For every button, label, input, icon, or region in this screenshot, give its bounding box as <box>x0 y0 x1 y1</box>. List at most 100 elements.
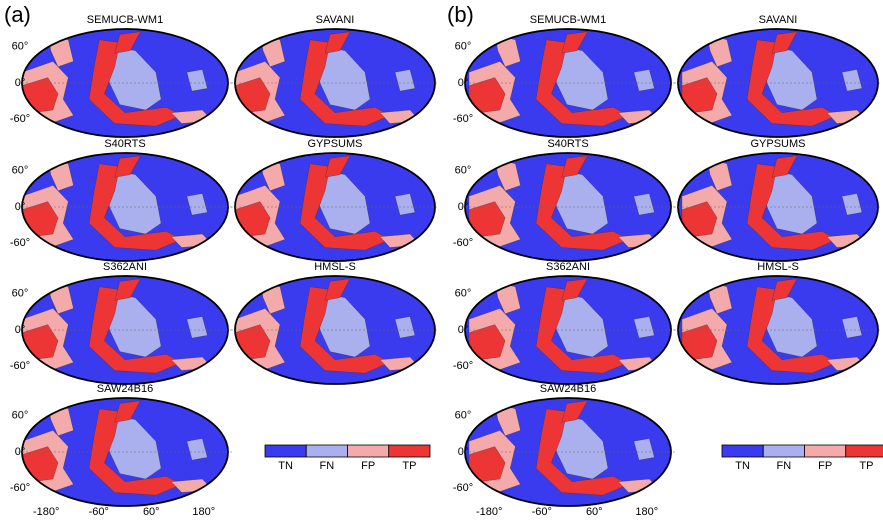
lat-label: 0° <box>458 77 469 89</box>
region <box>394 316 416 339</box>
legend-label: TN <box>735 460 750 472</box>
lat-label: 60° <box>12 41 29 53</box>
panel-label: (a) <box>4 2 31 27</box>
lon-label: -180° <box>476 506 502 518</box>
region <box>314 45 371 111</box>
region <box>299 39 391 127</box>
region <box>633 69 655 92</box>
lat-label: 0° <box>458 446 469 458</box>
legend-label: FN <box>777 460 792 472</box>
lat-label: 60° <box>455 410 472 422</box>
lon-label: -60° <box>89 506 109 518</box>
lon-label: 180° <box>635 506 658 518</box>
region <box>114 400 141 423</box>
legend-swatch <box>347 444 390 458</box>
map <box>22 29 228 137</box>
region <box>186 69 208 92</box>
map-title: SAW24B16 <box>97 383 153 395</box>
lat-label: 0° <box>15 77 26 89</box>
legend-swatch <box>721 444 764 458</box>
region <box>535 286 629 374</box>
region <box>88 286 183 374</box>
lat-label: 60° <box>455 165 472 177</box>
panel-label: (b) <box>447 2 474 27</box>
map-title: SEMUCB-WM1 <box>87 14 163 26</box>
map-title: SAVANI <box>759 14 798 26</box>
region <box>633 193 655 216</box>
legend-swatch <box>845 444 883 458</box>
region <box>551 292 609 358</box>
region <box>314 292 371 358</box>
region <box>771 31 798 54</box>
legend-label: FN <box>320 460 335 472</box>
region <box>324 155 351 178</box>
map-title: S40RTS <box>547 138 588 150</box>
lat-label: 0° <box>458 324 469 336</box>
region <box>771 155 798 178</box>
lon-label: 60° <box>143 506 160 518</box>
map-title: SAVANI <box>316 14 355 26</box>
region <box>551 169 609 235</box>
region <box>299 286 391 374</box>
region <box>104 169 162 235</box>
region <box>551 45 609 111</box>
legend-label: TN <box>278 460 293 472</box>
lat-label: 0° <box>15 446 26 458</box>
region <box>841 193 863 216</box>
map <box>22 398 228 506</box>
region <box>104 414 162 480</box>
map <box>22 153 228 261</box>
region <box>841 69 863 92</box>
map-title: S362ANI <box>103 261 147 273</box>
lat-label: 0° <box>458 201 469 213</box>
lon-label: -60° <box>532 506 552 518</box>
region <box>314 169 371 235</box>
lat-label: -60° <box>453 237 473 249</box>
region <box>535 163 629 251</box>
region <box>114 31 141 54</box>
region <box>88 408 183 496</box>
region <box>746 39 838 127</box>
region <box>535 408 629 496</box>
lat-label: -60° <box>453 482 473 494</box>
map-title: S362ANI <box>546 261 590 273</box>
lat-label: 60° <box>12 410 29 422</box>
lat-label: -60° <box>10 482 30 494</box>
map-title: SEMUCB-WM1 <box>530 14 606 26</box>
lon-label: 180° <box>192 506 215 518</box>
lat-label: -60° <box>10 237 30 249</box>
legend-label: TP <box>859 460 873 472</box>
lat-label: 0° <box>15 324 26 336</box>
map <box>465 153 671 261</box>
lon-label: -180° <box>33 506 59 518</box>
map-title: S40RTS <box>104 138 145 150</box>
legend-label: FP <box>818 460 832 472</box>
region <box>186 193 208 216</box>
region <box>633 438 655 461</box>
region <box>633 316 655 339</box>
region <box>535 39 629 127</box>
region <box>394 193 416 216</box>
lon-label: 60° <box>586 506 603 518</box>
region <box>561 278 588 301</box>
legend-swatch <box>264 444 307 458</box>
lat-label: -60° <box>453 360 473 372</box>
lat-label: -60° <box>10 360 30 372</box>
region <box>88 163 183 251</box>
lat-label: 60° <box>12 165 29 177</box>
lat-label: 0° <box>15 201 26 213</box>
legend-label: TP <box>402 460 416 472</box>
legend-label: FP <box>361 460 375 472</box>
region <box>186 316 208 339</box>
lat-label: 60° <box>12 288 29 300</box>
region <box>561 31 588 54</box>
region <box>746 286 838 374</box>
map-title: GYPSUMS <box>750 138 805 150</box>
map-title: HMSL-S <box>314 261 356 273</box>
lat-label: 60° <box>455 41 472 53</box>
region <box>186 438 208 461</box>
region <box>394 69 416 92</box>
region <box>761 292 818 358</box>
map-title: SAW24B16 <box>540 383 596 395</box>
